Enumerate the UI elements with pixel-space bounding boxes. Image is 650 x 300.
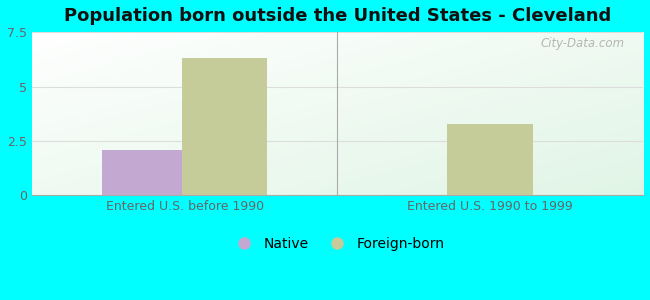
Legend: Native, Foreign-born: Native, Foreign-born [225,232,450,257]
Text: City-Data.com: City-Data.com [541,37,625,50]
Title: Population born outside the United States - Cleveland: Population born outside the United State… [64,7,611,25]
Bar [181,58,267,195]
Bar [447,124,533,195]
Bar [102,150,188,195]
